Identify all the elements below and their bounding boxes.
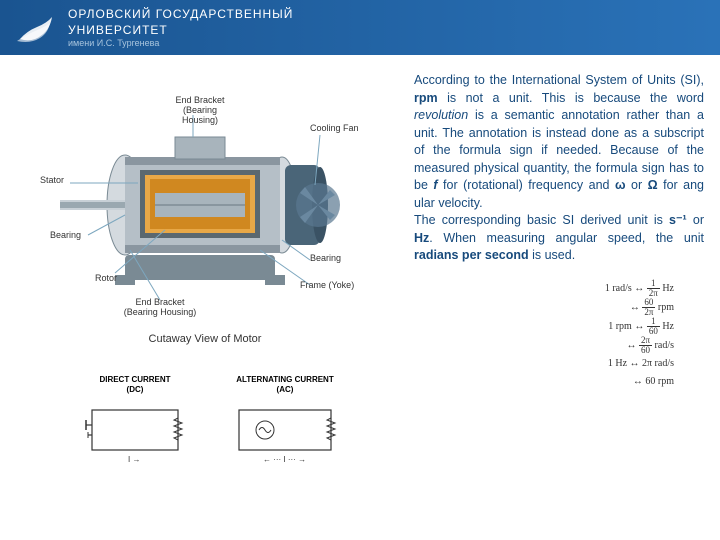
t16: . When measuring angular speed, the unit — [429, 231, 704, 245]
uni-subtitle: имени И.С. Тургенева — [68, 38, 293, 48]
paragraph-2: The corresponding basic SI derived unit … — [414, 212, 704, 265]
svg-text:← ··· I ··· →: ← ··· I ··· → — [263, 455, 306, 464]
ac-title: ALTERNATING CURRENT(AC) — [225, 375, 345, 394]
t18: is used. — [529, 248, 576, 262]
right-column: According to the International System of… — [414, 72, 704, 391]
formula-4: ↔ 2π60 rad/s — [414, 336, 674, 355]
university-logo-icon — [12, 9, 54, 47]
motor-caption: Cutaway View of Motor — [10, 333, 400, 345]
t7: for (rotational) frequency and — [438, 178, 615, 192]
formula-5: 1 Hz ↔ 2π rad/s — [414, 355, 674, 373]
t3: is not a unit. This is because the word — [438, 91, 704, 105]
motor-cutaway-diagram: End Bracket(Bearing Housing) Cooling Fan… — [10, 75, 390, 325]
paragraph-1: According to the International System of… — [414, 72, 704, 212]
label-bearing-left: Bearing — [50, 230, 81, 240]
label-end-bracket-bottom: End Bracket(Bearing Housing) — [120, 297, 200, 317]
label-end-bracket-top: End Bracket(Bearing Housing) — [165, 95, 235, 125]
t12: The corresponding basic SI derived unit … — [414, 213, 669, 227]
dc-circuit-svg: I → — [80, 400, 190, 465]
formula-block: 1 rad/s ↔ 12π Hz ↔ 602π rpm 1 rpm ↔ 160 … — [414, 279, 704, 391]
formula-2: ↔ 602π rpm — [414, 298, 674, 317]
dc-title: DIRECT CURRENT(DC) — [75, 375, 195, 394]
t2: rpm — [414, 91, 438, 105]
ac-circuit: ALTERNATING CURRENT(AC) ← ··· I ··· → — [225, 375, 345, 470]
t4: revolution — [414, 108, 468, 122]
label-stator: Stator — [40, 175, 64, 185]
ac-circuit-svg: ← ··· I ··· → — [225, 400, 345, 465]
t10: Ω — [648, 178, 658, 192]
circuit-diagrams: DIRECT CURRENT(DC) I → ALTERNATING CURRE… — [10, 375, 400, 470]
uni-name-line2: УНИВЕРСИТЕТ — [68, 23, 293, 39]
dc-circuit: DIRECT CURRENT(DC) I → — [75, 375, 195, 470]
t15: Hz — [414, 231, 429, 245]
label-frame: Frame (Yoke) — [300, 280, 354, 290]
t17: radians per second — [414, 248, 529, 262]
uni-name-line1: ОРЛОВСКИЙ ГОСУДАРСТВЕННЫЙ — [68, 7, 293, 23]
t8: ω — [615, 178, 626, 192]
t9: or — [626, 178, 648, 192]
label-bearing-right: Bearing — [310, 253, 341, 263]
formula-1: 1 rad/s ↔ 12π Hz — [414, 279, 674, 298]
left-column: End Bracket(Bearing Housing) Cooling Fan… — [10, 75, 400, 470]
t1: According to the International System of… — [414, 73, 704, 87]
t14: or — [687, 213, 704, 227]
page-header: ОРЛОВСКИЙ ГОСУДАРСТВЕННЫЙ УНИВЕРСИТЕТ им… — [0, 0, 720, 55]
svg-text:I →: I → — [128, 455, 140, 464]
t13: s⁻¹ — [669, 213, 687, 227]
formula-6: ↔ 60 rpm — [414, 373, 674, 391]
university-title: ОРЛОВСКИЙ ГОСУДАРСТВЕННЫЙ УНИВЕРСИТЕТ им… — [68, 7, 293, 48]
label-cooling-fan: Cooling Fan — [310, 123, 359, 133]
formula-3: 1 rpm ↔ 160 Hz — [414, 317, 674, 336]
label-rotor: Rotor — [95, 273, 117, 283]
logo-area: ОРЛОВСКИЙ ГОСУДАРСТВЕННЫЙ УНИВЕРСИТЕТ им… — [12, 7, 293, 48]
